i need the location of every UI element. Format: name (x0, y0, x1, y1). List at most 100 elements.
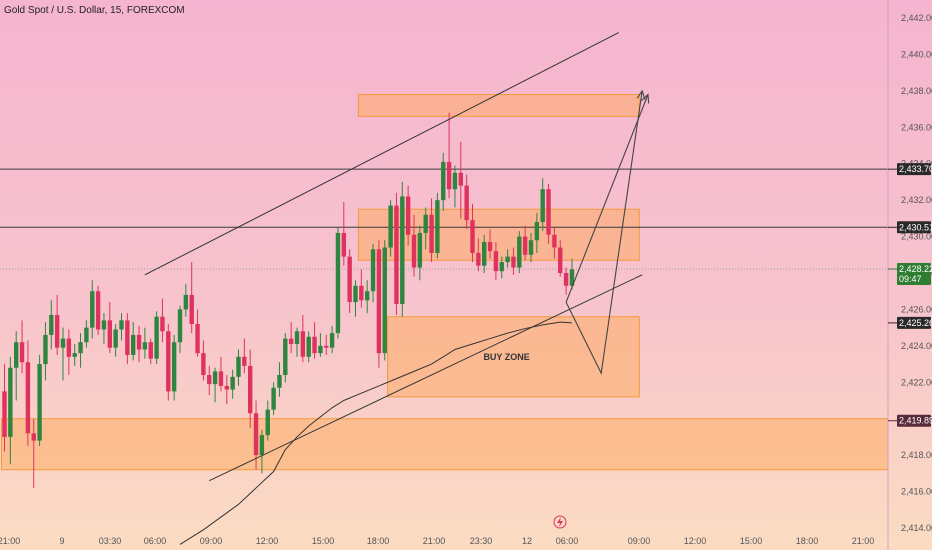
y-tick-label: 2,432.00 (901, 195, 932, 205)
candle-body (376, 249, 382, 354)
candle-body (218, 371, 224, 386)
candle-body (242, 356, 247, 366)
x-tick-label: 21:00 (852, 536, 875, 546)
candle-body (25, 362, 31, 434)
candle-body (353, 285, 358, 303)
x-tick-label: 12:00 (684, 536, 707, 546)
candle-body (8, 367, 13, 437)
candle-body (230, 376, 235, 390)
price-tag-label: 2,419.89 (899, 416, 932, 426)
price-tag (897, 316, 931, 329)
zone-upper-supply (357, 94, 640, 117)
candle-body (207, 375, 212, 385)
candle-body (563, 273, 569, 286)
candle-body (294, 331, 300, 345)
y-tick-label: 2,422.00 (901, 377, 932, 387)
candle-body (335, 232, 341, 334)
candle-body (43, 334, 48, 365)
candle-body (394, 205, 399, 304)
candle-body (2, 391, 7, 437)
x-tick-label: 15:00 (740, 536, 763, 546)
price-tag (897, 221, 931, 234)
x-tick-label: 06:00 (144, 536, 167, 546)
candle-body (201, 353, 206, 375)
x-tick-label: 12:00 (256, 536, 279, 546)
candle-body (253, 413, 259, 456)
y-tick-label: 2,424.00 (901, 341, 932, 351)
candle-body (318, 345, 323, 354)
x-tick-label: 09:00 (628, 536, 651, 546)
x-tick-label: 09:00 (200, 536, 223, 546)
candle-body (72, 353, 77, 357)
candle-body (522, 236, 528, 255)
lightning-icon[interactable] (553, 515, 567, 529)
price-tag-label: 2,428.22 (899, 264, 932, 274)
candle-body (54, 314, 60, 348)
price-tag (897, 262, 931, 285)
candle-body (546, 189, 551, 235)
projection-path (565, 90, 643, 376)
candle-body (458, 172, 463, 186)
zone-lower-demand (1, 418, 889, 471)
candle-body (359, 285, 364, 301)
candle-body (148, 342, 153, 359)
candle-body (171, 342, 177, 392)
candle-body (271, 387, 276, 410)
y-tick-label: 2,430.00 (901, 232, 932, 242)
candle-body (283, 338, 288, 375)
y-tick-label: 2,426.00 (901, 304, 932, 314)
price-tag-countdown: 09:47 (899, 274, 922, 284)
candle-body (388, 205, 393, 248)
candle-body (341, 232, 346, 257)
candle-body (90, 291, 95, 328)
candle-body (119, 320, 124, 330)
x-tick-label: 23:30 (470, 536, 493, 546)
price-tag-label: 2,430.51 (899, 222, 932, 232)
candle-body (125, 320, 130, 355)
y-tick-label: 2,442.00 (901, 13, 932, 23)
candle-body (131, 334, 136, 355)
candle-body (411, 234, 417, 268)
candle-body (405, 196, 411, 235)
candle-body (435, 200, 440, 253)
candle-body (441, 161, 446, 201)
y-tick-label: 2,436.00 (901, 122, 932, 132)
candle-body (19, 342, 25, 363)
candle-body (370, 249, 376, 292)
y-tick-label: 2,438.00 (901, 86, 932, 96)
candle-body (329, 333, 335, 348)
y-tick-label: 2,418.00 (901, 450, 932, 460)
candle-body (236, 356, 241, 377)
candle-body (417, 232, 423, 268)
candle-body (400, 196, 405, 304)
candle-body (60, 338, 66, 348)
candle-body (300, 331, 306, 357)
candle-body (248, 365, 253, 414)
candle-body (324, 345, 329, 348)
candle-body (177, 309, 183, 343)
candle-body (288, 338, 294, 345)
price-tag-label: 2,433.70 (899, 164, 932, 174)
candle-body (78, 342, 83, 354)
y-tick-label: 2,416.00 (901, 487, 932, 497)
price-tag (897, 414, 931, 427)
price-tag (897, 163, 931, 176)
candle-body (482, 242, 487, 266)
candle-body (195, 324, 200, 354)
candle-body (493, 251, 499, 272)
x-tick-label: 18:00 (796, 536, 819, 546)
candle-body (382, 247, 387, 354)
candle-body (189, 294, 194, 324)
x-tick-label: 18:00 (367, 536, 390, 546)
candle-body (487, 242, 493, 252)
candle-body (166, 331, 171, 392)
candle-body (528, 240, 534, 255)
candle-body (136, 334, 142, 350)
candle-body (183, 294, 189, 310)
candle-body (540, 189, 545, 222)
candle-body (113, 329, 118, 348)
candle-body (347, 256, 352, 303)
candle-body (464, 185, 469, 221)
